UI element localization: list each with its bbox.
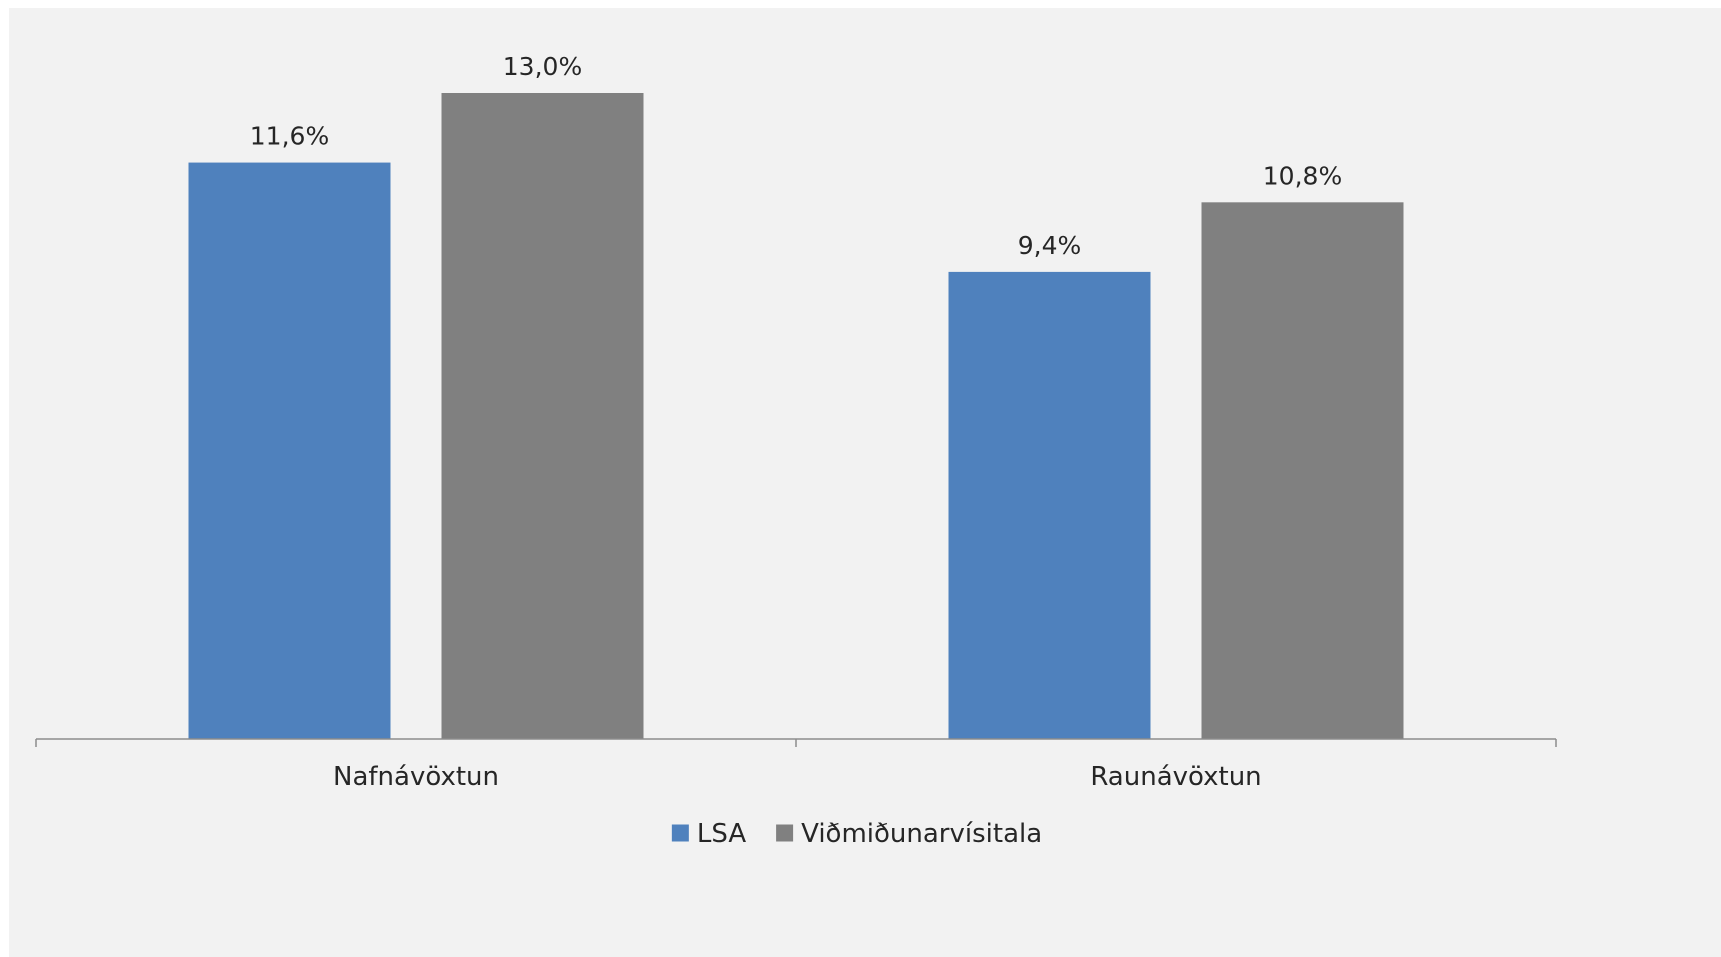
bar-lsa-raunavoxtun	[948, 271, 1151, 739]
data-labels-layer: 11,6% 13,0% 9,4% 10,8%	[250, 52, 1342, 260]
bar-vidmidunarvisitala-raunavoxtun	[1201, 202, 1404, 740]
legend-label-lsa: LSA	[697, 819, 746, 849]
data-label-lsa-nafnavoxtun: 11,6%	[250, 122, 329, 151]
x-tick-label-nafnavoxtun: Nafnávöxtun	[333, 762, 499, 792]
chart-area: 11,6% 13,0% 9,4% 10,8% Nafnávöxtun Raunávöxt…	[9, 8, 1721, 957]
x-tick-label-raunavoxtun: Raunávöxtun	[1090, 762, 1261, 792]
bars-layer	[188, 93, 1404, 740]
data-label-lsa-raunavoxtun: 9,4%	[1018, 231, 1082, 260]
legend-label-vidmidunarvisitala: Viðmiðunarvísitala	[801, 819, 1042, 849]
legend: LSA Viðmiðunarvísitala	[671, 819, 1042, 849]
legend-swatch-lsa	[671, 824, 689, 842]
data-label-vidmidunarvisitala-raunavoxtun: 10,8%	[1263, 161, 1342, 190]
bar-lsa-nafnavoxtun	[188, 162, 391, 740]
bar-vidmidunarvisitala-nafnavoxtun	[441, 93, 644, 739]
legend-swatch-vidmidunarvisitala	[776, 824, 794, 842]
data-label-vidmidunarvisitala-nafnavoxtun: 13,0%	[503, 52, 582, 81]
x-axis: Nafnávöxtun Raunávöxtun	[35, 738, 1557, 792]
bar-chart: 11,6% 13,0% 9,4% 10,8% Nafnávöxtun Raunávöxt…	[35, 52, 1557, 849]
